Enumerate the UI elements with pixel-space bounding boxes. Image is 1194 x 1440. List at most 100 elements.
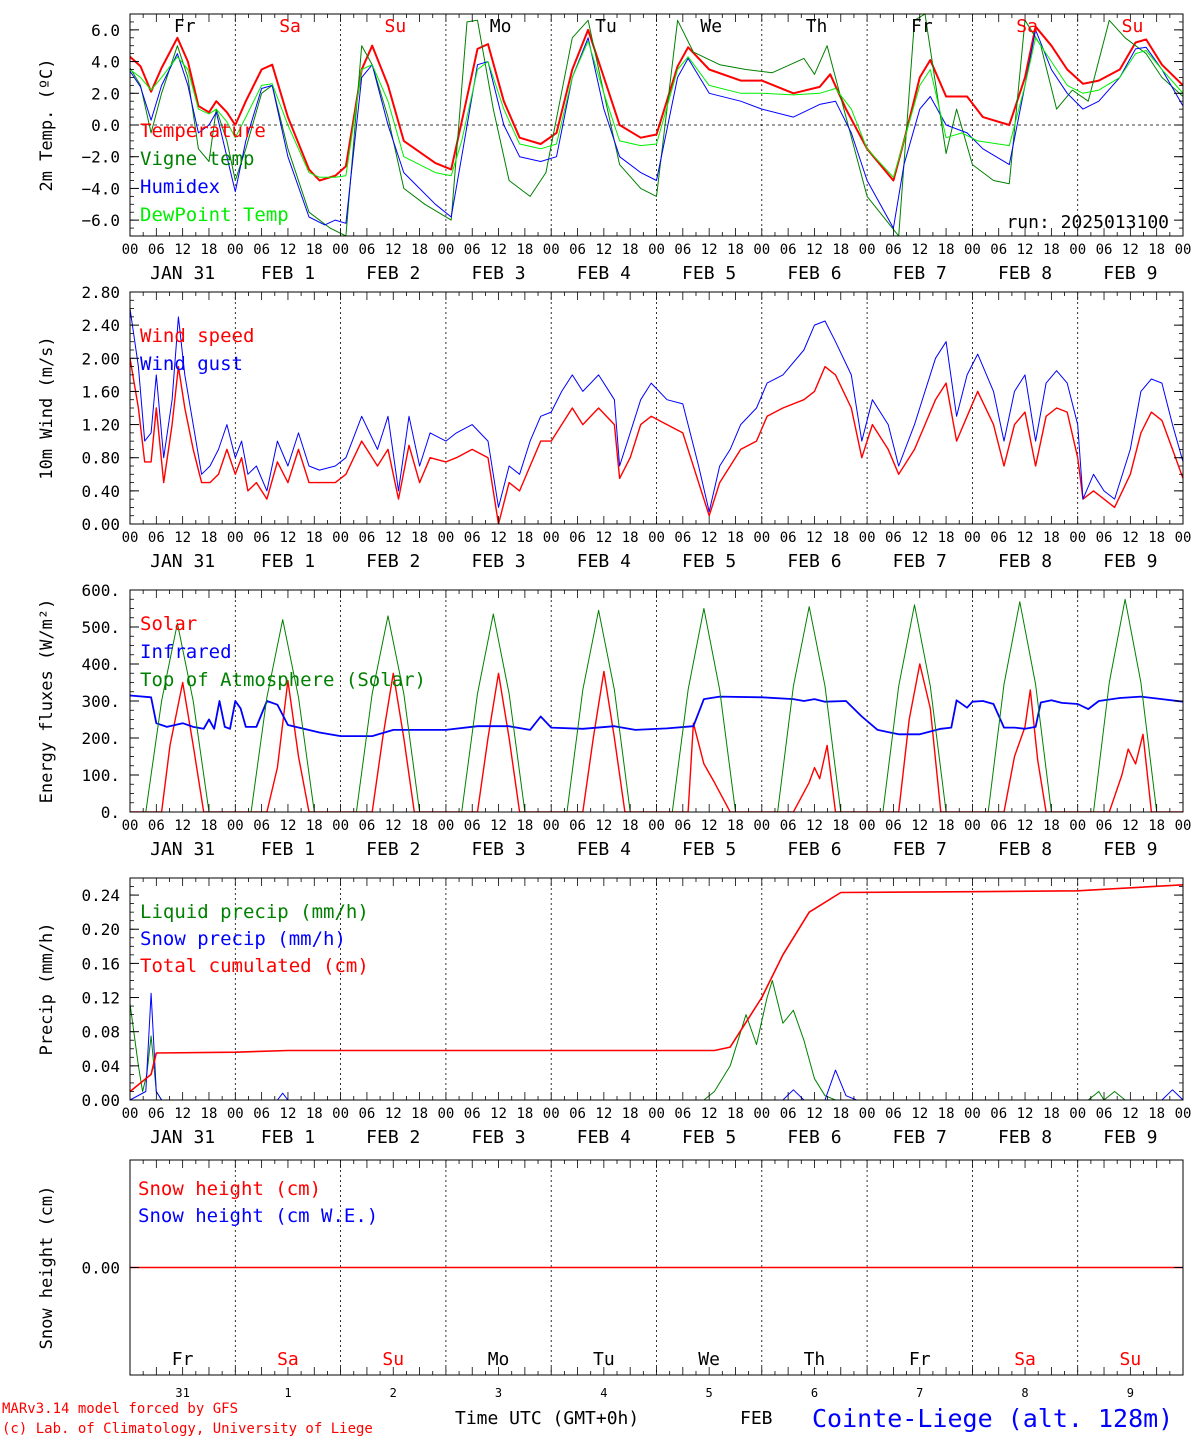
y-tick-label: 0.40 (81, 482, 120, 501)
run-label: run: 2025013100 (1006, 212, 1169, 233)
y-tick-label: 1.60 (81, 382, 120, 401)
legend-entry: Snow height (cm W.E.) (138, 1205, 378, 1227)
hour-tick-label: 18 (1043, 242, 1060, 258)
hour-tick-label: 18 (622, 530, 639, 546)
hour-tick-label: 18 (201, 530, 218, 546)
hour-tick-label: 06 (674, 818, 691, 834)
weekday-label: Su (382, 1349, 404, 1370)
date-label: FEB 6 (787, 839, 841, 860)
date-label: FEB 1 (261, 839, 315, 860)
date-label: FEB 7 (893, 551, 947, 572)
hour-tick-label: 06 (358, 242, 375, 258)
hour-tick-label: 00 (437, 1106, 454, 1122)
date-label: FEB 8 (998, 263, 1052, 284)
hour-tick-label: 12 (1122, 242, 1139, 258)
hour-tick-label: 12 (1017, 242, 1034, 258)
date-label: FEB 4 (577, 1127, 631, 1148)
hour-tick-label: 00 (1175, 530, 1192, 546)
hour-tick-label: 12 (701, 242, 718, 258)
hour-tick-label: 18 (622, 1106, 639, 1122)
hour-tick-label: 18 (1148, 1106, 1165, 1122)
y-tick-label: 1.20 (81, 416, 120, 435)
hour-tick-label: 18 (622, 818, 639, 834)
hour-tick-label: 00 (964, 242, 981, 258)
hour-tick-label: 06 (569, 530, 586, 546)
hour-tick-label: 18 (938, 1106, 955, 1122)
weekday-label: Su (1120, 1349, 1142, 1370)
y-axis-label: 2m Temp. (ºC) (37, 58, 57, 191)
hour-tick-label: 00 (964, 530, 981, 546)
hour-tick-label: 06 (464, 818, 481, 834)
hour-tick-label: 12 (490, 818, 507, 834)
hour-tick-label: 00 (859, 530, 876, 546)
legend-entry: Snow precip (mm/h) (140, 928, 346, 950)
hour-tick-label: 18 (832, 242, 849, 258)
weekday-label: Fr (174, 16, 196, 37)
weekday-label: Mo (488, 1349, 510, 1370)
legend-entry: Wind gust (140, 353, 243, 375)
weekday-label: Th (804, 1349, 826, 1370)
legend-entry: DewPoint Temp (140, 204, 289, 226)
hour-tick-label: 00 (122, 1106, 139, 1122)
weekday-label: We (698, 1349, 720, 1370)
y-tick-label: 2.40 (81, 316, 120, 335)
hour-tick-label: 12 (280, 530, 297, 546)
hour-tick-label: 18 (727, 818, 744, 834)
y-tick-label: 500. (81, 618, 120, 637)
hour-tick-label: 06 (674, 242, 691, 258)
hour-tick-label: 12 (385, 530, 402, 546)
date-label: FEB 1 (261, 1127, 315, 1148)
date-label: FEB 2 (366, 263, 420, 284)
y-tick-label: 2.80 (81, 283, 120, 302)
hour-tick-label: 00 (1069, 818, 1086, 834)
hour-tick-label: 00 (543, 1106, 560, 1122)
date-label: FEB 6 (787, 263, 841, 284)
hour-tick-label: 12 (806, 1106, 823, 1122)
weekday-label: Su (1122, 16, 1144, 37)
hour-tick-label: 00 (753, 1106, 770, 1122)
hour-tick-label: 00 (332, 818, 349, 834)
y-tick-label: 0.00 (81, 1259, 120, 1278)
hour-tick-label: 06 (358, 1106, 375, 1122)
hour-tick-label: 00 (753, 818, 770, 834)
date-label: FEB 8 (998, 839, 1052, 860)
hour-tick-label: 12 (595, 1106, 612, 1122)
hour-tick-label: 06 (464, 242, 481, 258)
legend-entry: Humidex (140, 176, 220, 198)
model-credit: MARv3.14 model forced by GFS (2, 1401, 238, 1417)
hour-tick-label: 18 (622, 242, 639, 258)
hour-tick-label: 12 (385, 242, 402, 258)
hour-tick-label: 18 (516, 818, 533, 834)
hour-tick-label: 06 (569, 1106, 586, 1122)
hour-tick-label: 18 (306, 818, 323, 834)
series-line-liquid-precip-mm-h- (130, 980, 1183, 1100)
panel-1: −6.0 −4.0 −2.0 0.0 2.0 4.0 6.0 2m Temp. (ºC) Tem… (37, 13, 1191, 284)
date-label: FEB 5 (682, 1127, 736, 1148)
hour-tick-label: 12 (701, 818, 718, 834)
y-tick-label: 6.0 (91, 21, 120, 40)
legend-entry: Solar (140, 613, 197, 635)
hour-tick-label: 18 (727, 1106, 744, 1122)
hour-tick-label: 12 (595, 818, 612, 834)
hour-tick-label: 06 (464, 1106, 481, 1122)
weekday-label: Sa (277, 1349, 299, 1370)
hour-tick-label: 18 (201, 818, 218, 834)
hour-tick-label: 00 (964, 1106, 981, 1122)
legend-entry: Wind speed (140, 325, 254, 347)
hour-tick-label: 12 (490, 530, 507, 546)
y-tick-label: −6.0 (81, 211, 120, 230)
series-line-temperature (130, 25, 1183, 182)
hour-tick-label: 12 (806, 818, 823, 834)
hour-tick-label: 18 (832, 818, 849, 834)
hour-tick-label: 12 (1017, 1106, 1034, 1122)
hour-tick-label: 18 (201, 242, 218, 258)
y-axis-label: Precip (mm/h) (37, 922, 57, 1055)
day-number-label: 9 (1127, 1386, 1134, 1400)
date-label: JAN 31 (150, 839, 215, 860)
hour-tick-label: 18 (1148, 530, 1165, 546)
hour-tick-label: 12 (174, 818, 191, 834)
hour-tick-label: 06 (990, 818, 1007, 834)
hour-tick-label: 12 (595, 530, 612, 546)
hour-tick-label: 06 (253, 242, 270, 258)
